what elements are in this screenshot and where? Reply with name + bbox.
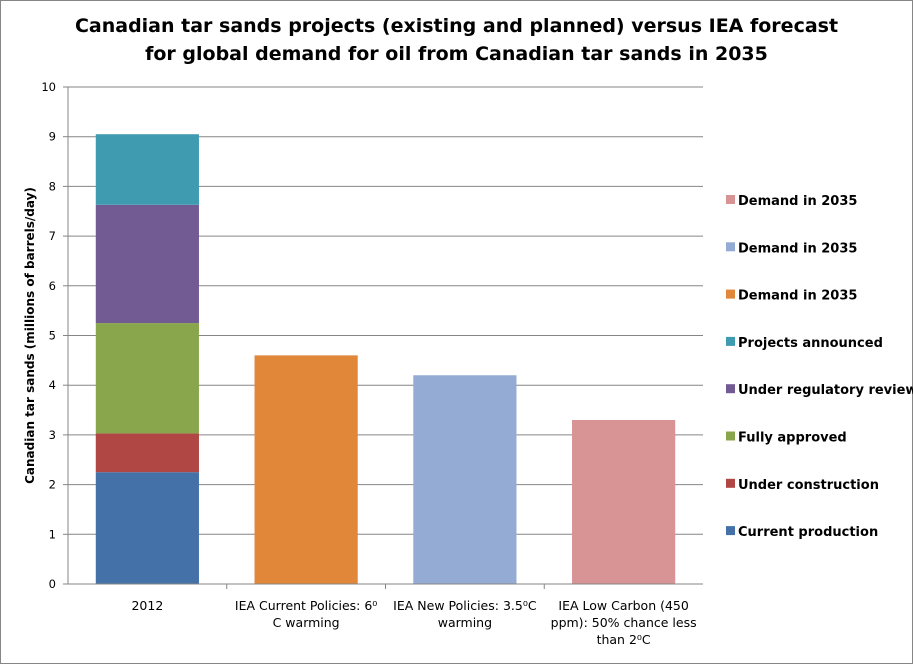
y-tick-label: 10 (41, 80, 56, 94)
x-category-label: IEA Low Carbon (450 ppm): 50% chance less… (551, 598, 697, 647)
bar-segment (95, 204, 199, 324)
legend-swatch (726, 289, 735, 299)
legend-swatch (726, 336, 735, 346)
legend: Demand in 2035 Demand in 2035 Demand in 20… (726, 194, 913, 540)
y-tick-label: 9 (49, 130, 56, 144)
y-tick-label: 5 (49, 329, 56, 343)
legend-swatch (726, 242, 735, 252)
bar-segment (95, 433, 199, 473)
y-tick-label: 0 (49, 577, 56, 591)
legend-swatch (726, 478, 735, 488)
x-category-label-line: ppm): 50% chance less (551, 615, 697, 630)
y-tick-label: 6 (49, 279, 56, 293)
x-category-label-line: than 2⁰C (597, 632, 651, 647)
y-tick-label: 4 (49, 378, 56, 392)
x-category-label-line: warming (438, 615, 492, 630)
x-category-label-line: IEA Low Carbon (450 (558, 598, 688, 613)
x-category-label: 2012 (131, 598, 163, 613)
y-tick-label: 2 (49, 478, 56, 492)
legend-swatch (726, 431, 735, 441)
x-category-label-line: 2012 (131, 598, 163, 613)
y-axis-label: Canadian tar sands (millions of barrels/… (23, 187, 37, 484)
legend-label: Under regulatory review (738, 383, 913, 398)
chart-title: Canadian tar sands projects (existing an… (74, 15, 839, 65)
bar-segment (572, 419, 676, 584)
legend-label: Demand in 2035 (738, 194, 857, 209)
bar-segment (95, 134, 199, 205)
bar-segment (254, 355, 358, 584)
y-tick-label: 8 (49, 179, 56, 193)
legend-swatch (726, 195, 735, 204)
legend-label: Under construction (738, 478, 879, 493)
bar-segment (95, 472, 199, 584)
legend-swatch (726, 526, 735, 536)
y-tick-label: 3 (49, 428, 56, 442)
legend-label: Demand in 2035 (738, 289, 857, 304)
bar-segment (95, 323, 199, 434)
x-category-label-line: C warming (273, 615, 340, 630)
legend-swatch (726, 384, 735, 394)
y-tick-label: 1 (49, 527, 56, 541)
legend-label: Fully approved (738, 431, 847, 446)
x-category-label: IEA New Policies: 3.5⁰C warming (393, 598, 537, 630)
x-category-label-line: IEA New Policies: 3.5⁰C (393, 598, 537, 613)
bars (95, 134, 676, 584)
legend-label: Projects announced (738, 336, 883, 351)
axes: 0 1 2 3 4 5 6 7 8 9 10 Canadian tar sands (millions… (23, 80, 703, 647)
legend-label: Current production (738, 525, 878, 540)
legend-label: Demand in 2035 (738, 241, 857, 256)
y-tick-label: 7 (49, 229, 56, 243)
x-category-label: IEA Current Policies: 6⁰ C warming (235, 598, 377, 630)
bar-segment (413, 375, 517, 584)
x-category-label-line: IEA Current Policies: 6⁰ (235, 598, 377, 613)
